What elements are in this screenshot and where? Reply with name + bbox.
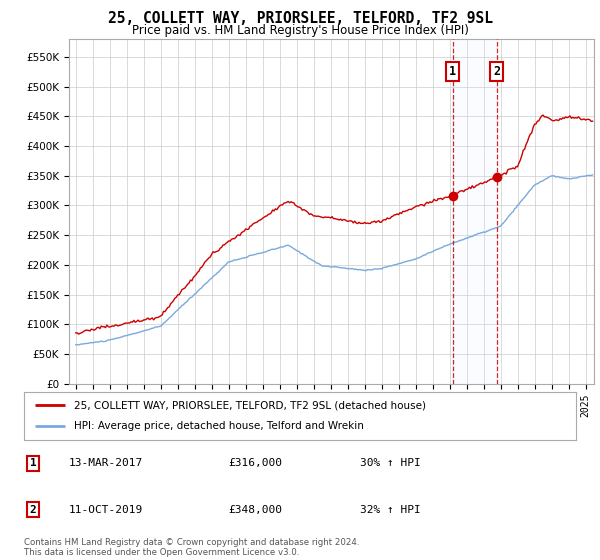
Text: Price paid vs. HM Land Registry's House Price Index (HPI): Price paid vs. HM Land Registry's House … xyxy=(131,24,469,37)
Text: 30% ↑ HPI: 30% ↑ HPI xyxy=(360,459,421,468)
Text: 25, COLLETT WAY, PRIORSLEE, TELFORD, TF2 9SL: 25, COLLETT WAY, PRIORSLEE, TELFORD, TF2… xyxy=(107,11,493,26)
Text: 11-OCT-2019: 11-OCT-2019 xyxy=(69,505,143,515)
Text: 1: 1 xyxy=(29,459,37,468)
Text: 13-MAR-2017: 13-MAR-2017 xyxy=(69,459,143,468)
Text: 2: 2 xyxy=(29,505,37,515)
Text: 25, COLLETT WAY, PRIORSLEE, TELFORD, TF2 9SL (detached house): 25, COLLETT WAY, PRIORSLEE, TELFORD, TF2… xyxy=(74,400,425,410)
Text: Contains HM Land Registry data © Crown copyright and database right 2024.: Contains HM Land Registry data © Crown c… xyxy=(24,538,359,547)
Text: This data is licensed under the Open Government Licence v3.0.: This data is licensed under the Open Gov… xyxy=(24,548,299,557)
Text: 32% ↑ HPI: 32% ↑ HPI xyxy=(360,505,421,515)
Text: £316,000: £316,000 xyxy=(228,459,282,468)
Text: HPI: Average price, detached house, Telford and Wrekin: HPI: Average price, detached house, Telf… xyxy=(74,421,364,431)
Text: £348,000: £348,000 xyxy=(228,505,282,515)
Bar xyxy=(453,39,497,384)
Text: 1: 1 xyxy=(449,66,457,78)
Text: 2: 2 xyxy=(493,66,500,78)
